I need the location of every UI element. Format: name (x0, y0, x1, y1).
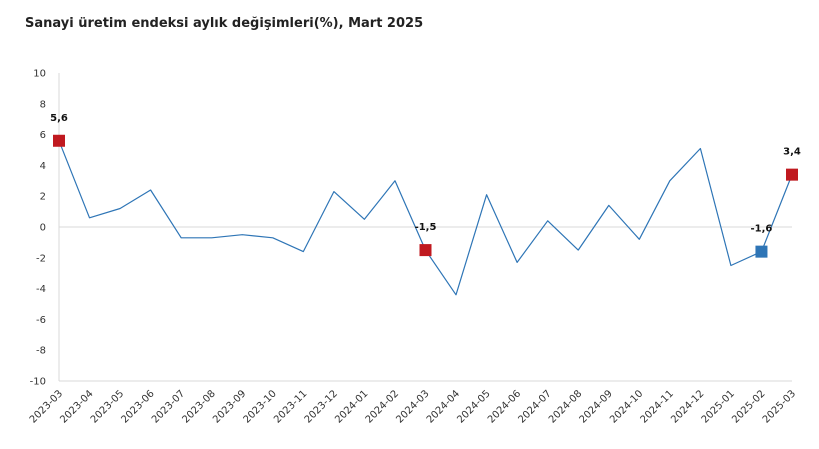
x-tick-label: 2025-03 (761, 388, 798, 425)
y-tick-label: -6 (36, 315, 46, 326)
y-tick-label: 6 (40, 130, 46, 141)
chart-markers: 5,6 -1,5 -1,6 3,4 (50, 113, 801, 258)
data-point-marker (755, 245, 768, 258)
y-tick-label: 8 (40, 99, 46, 110)
y-tick-label: 10 (33, 69, 46, 80)
y-tick-label: -10 (30, 377, 46, 388)
y-tick-label: -4 (36, 284, 46, 295)
data-point-marker (419, 244, 432, 257)
data-label: 3,4 (783, 147, 801, 158)
data-label: -1,6 (751, 224, 773, 235)
data-point-marker (53, 134, 65, 147)
y-tick-label: -2 (36, 253, 46, 264)
chart-title: Sanayi üretim endeksi aylık değişimleri(… (25, 16, 424, 31)
data-label: -1,5 (415, 222, 437, 233)
chart-series (58, 140, 793, 296)
series-line (58, 140, 793, 296)
data-label: 5,6 (50, 113, 68, 124)
y-tick-label: 4 (40, 161, 46, 172)
y-tick-label: 2 (40, 192, 46, 203)
chart-axes: -10-8-6-4-202468102023-032023-042023-052… (28, 69, 798, 426)
y-tick-label: -8 (36, 346, 46, 357)
y-tick-label: 0 (40, 223, 46, 234)
data-point-marker (786, 168, 798, 181)
